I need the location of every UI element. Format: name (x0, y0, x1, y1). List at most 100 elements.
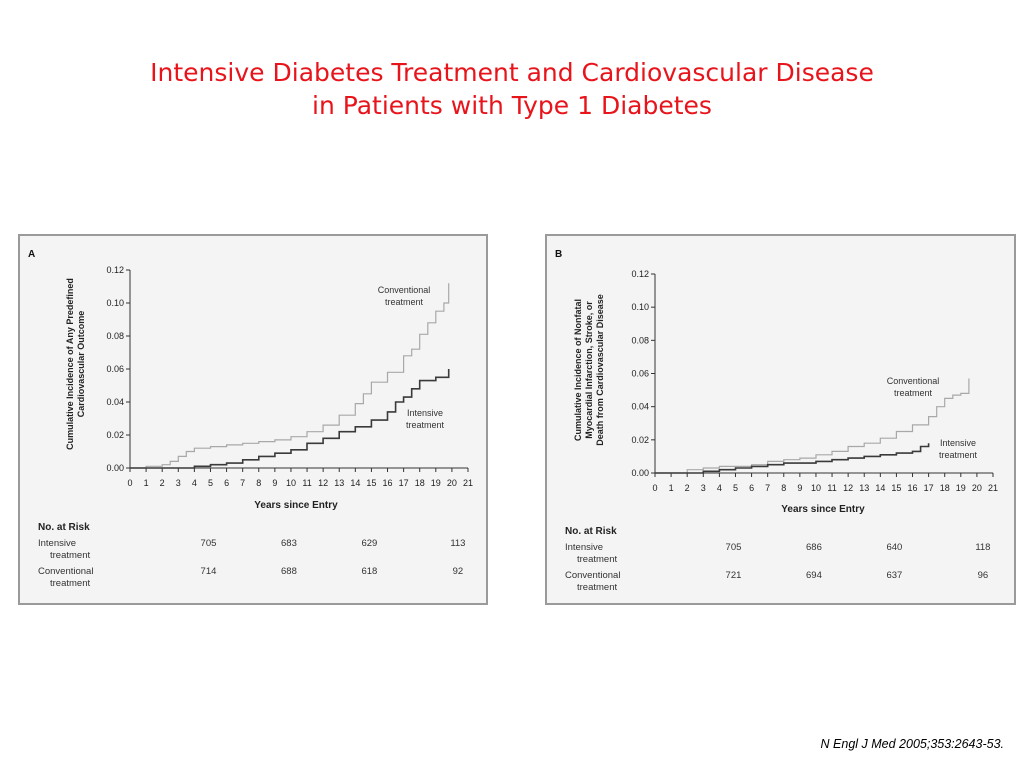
slide-title: Intensive Diabetes Treatment and Cardiov… (0, 56, 1024, 122)
panel-b-y-tick-label: 0.04 (631, 402, 649, 412)
panel-a-ylabel-2: Cardiovascular Outcome (76, 311, 86, 418)
panel-b-intensive-line (655, 443, 930, 474)
panel-b-xlabel: Years since Entry (781, 504, 865, 515)
panel-b-risk-value: 694 (806, 570, 822, 581)
panel-a-x-tick-label: 7 (240, 478, 245, 488)
panel-a-x-tick-label: 6 (224, 478, 229, 488)
panel-a-risk-value: 618 (361, 566, 377, 577)
panel-b-x-tick-label: 21 (988, 483, 998, 493)
panel-a-risk-value: 688 (281, 566, 297, 577)
panel-a-x-tick-label: 8 (256, 478, 261, 488)
panel-a-y-tick-label: 0.02 (106, 430, 124, 440)
panel-b-conventional-line (655, 378, 970, 474)
panel-b-risk-row1-label: Intensive (565, 542, 603, 553)
panel-a-svg: A Cumulative Incidence of Any Predefined… (28, 249, 473, 589)
panel-b-risk-value: 705 (726, 542, 742, 553)
panel-a-x-tick-label: 11 (302, 478, 311, 488)
panel-b-x-tick-label: 12 (843, 483, 853, 493)
panel-b-ylabel-2: Myocardial Infarction, Stroke, or (584, 301, 594, 439)
panel-b-y-tick-label: 0.08 (631, 335, 649, 345)
panel-b-risk-row2-label2: treatment (577, 582, 617, 593)
panel-b-conv-label-2: treatment (894, 388, 933, 398)
panel-b-x-tick-label: 2 (685, 483, 690, 493)
panel-b-risk-value: 640 (886, 542, 902, 553)
panel-a-x-tick-label: 16 (383, 478, 393, 488)
panel-a-conv-label-2: treatment (385, 297, 424, 307)
panel-b-x-tick-label: 3 (701, 483, 706, 493)
panel-b-x-tick-label: 16 (908, 483, 918, 493)
panel-b-svg: B Cumulative Incidence of Nonfatal Myoca… (555, 249, 998, 593)
panel-b-int-label-2: treatment (939, 450, 978, 460)
panel-a-ylabel-1: Cumulative Incidence of Any Predefined (65, 278, 75, 450)
panel-b-letter: B (555, 249, 562, 260)
panel-b-int-label-1: Intensive (940, 438, 976, 448)
panel-a-x-tick-label: 0 (127, 478, 132, 488)
panel-a-conventional-line (130, 283, 450, 469)
panel-b-x-tick-label: 9 (797, 483, 802, 493)
panel-b-risk-value: 96 (978, 570, 989, 581)
panel-a-risk-row1-label: Intensive (38, 538, 76, 549)
panel-b-risk-value: 118 (975, 542, 990, 553)
panel-a-y-tick-label: 0.10 (106, 298, 124, 308)
panel-a-risk-value: 683 (281, 538, 297, 549)
panel-a-risk-value: 714 (201, 566, 217, 577)
panel-a-x-tick-label: 14 (350, 478, 360, 488)
panel-a-risk-row2-label2: treatment (50, 578, 90, 589)
panel-a-risk-value: 92 (453, 566, 464, 577)
panel-a-x-tick-label: 21 (463, 478, 473, 488)
panel-b-x-tick-label: 7 (765, 483, 770, 493)
panel-a-x-tick-label: 17 (399, 478, 409, 488)
panel-b-x-tick-label: 17 (924, 483, 934, 493)
panel-a-x-tick-label: 3 (176, 478, 181, 488)
panel-a-xlabel: Years since Entry (254, 500, 338, 511)
panel-b-x-tick-label: 11 (827, 483, 836, 493)
title-line-1: Intensive Diabetes Treatment and Cardiov… (150, 58, 874, 87)
panel-a-risk-value: 629 (361, 538, 377, 549)
panel-a-y-tick-label: 0.06 (106, 364, 124, 374)
panel-a-risk-value: 113 (450, 538, 465, 549)
panel-b-x-tick-label: 6 (749, 483, 754, 493)
panel-a-risk-value: 705 (201, 538, 217, 549)
panel-a-letter: A (28, 249, 35, 260)
panel-b-risk-row2-label: Conventional (565, 570, 620, 581)
panel-a-risk-row1-label2: treatment (50, 550, 90, 561)
panel-b-chart: B Cumulative Incidence of Nonfatal Myoca… (545, 234, 1016, 605)
panel-b-y-tick-label: 0.00 (631, 468, 649, 478)
panel-b-x-tick-label: 15 (891, 483, 901, 493)
panel-b-ylabel-3: Death from Cardiovascular Disease (595, 294, 605, 446)
panel-a-x-tick-label: 4 (192, 478, 197, 488)
panel-b-x-tick-label: 5 (733, 483, 738, 493)
panel-a-x-tick-label: 5 (208, 478, 213, 488)
panel-a-x-tick-label: 10 (286, 478, 296, 488)
panel-a-x-tick-label: 15 (366, 478, 376, 488)
panel-a-intensive-line (130, 369, 450, 469)
panel-a-x-tick-label: 12 (318, 478, 328, 488)
panel-a-y-tick-label: 0.12 (106, 265, 124, 275)
panel-b-x-tick-label: 4 (717, 483, 722, 493)
panel-a-int-label-1: Intensive (407, 408, 443, 418)
panel-a-x-tick-label: 9 (272, 478, 277, 488)
panel-a-x-tick-label: 20 (447, 478, 457, 488)
panel-a-int-label-2: treatment (406, 420, 445, 430)
panel-a-x-tick-label: 19 (431, 478, 441, 488)
panel-b-x-tick-label: 20 (972, 483, 982, 493)
panel-a-x-tick-label: 1 (144, 478, 149, 488)
panel-b-y-tick-label: 0.06 (631, 369, 649, 379)
title-line-2: in Patients with Type 1 Diabetes (312, 91, 712, 120)
panel-a-conv-label-1: Conventional (378, 285, 431, 295)
panel-a-chart: A Cumulative Incidence of Any Predefined… (18, 234, 488, 605)
panel-a-risk-header: No. at Risk (38, 522, 90, 533)
panel-b-conv-label-1: Conventional (887, 376, 940, 386)
panel-a-y-tick-label: 0.04 (106, 397, 124, 407)
panel-b-x-tick-label: 8 (781, 483, 786, 493)
panel-b-risk-value: 721 (726, 570, 742, 581)
panel-a-risk-row2-label: Conventional (38, 566, 93, 577)
panel-b-x-tick-label: 19 (956, 483, 966, 493)
panel-b-risk-header: No. at Risk (565, 526, 617, 537)
panel-b-ylabel-1: Cumulative Incidence of Nonfatal (573, 299, 583, 441)
panel-a-x-tick-label: 2 (160, 478, 165, 488)
panel-b-y-tick-label: 0.10 (631, 302, 649, 312)
panel-b-risk-value: 637 (886, 570, 902, 581)
panel-b-risk-row1-label2: treatment (577, 554, 617, 565)
panel-b-x-tick-label: 1 (669, 483, 674, 493)
